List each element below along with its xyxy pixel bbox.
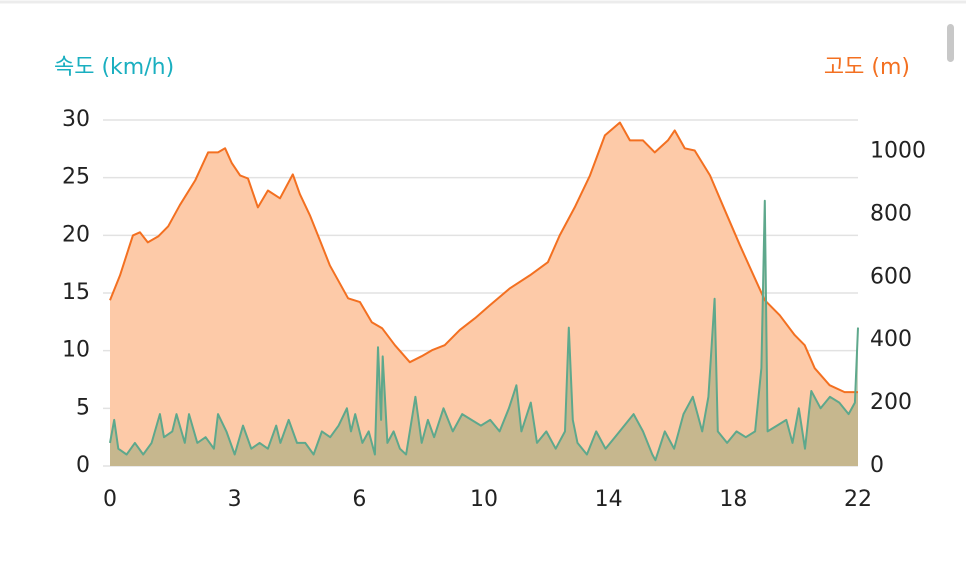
x-tick-label: 3 (228, 487, 242, 512)
y-tick-label: 10 (62, 338, 90, 363)
y-tick-label: 0 (76, 453, 90, 478)
y2-tick-label: 400 (870, 327, 912, 352)
y2-tick-label: 200 (870, 390, 912, 415)
y-tick-label: 15 (62, 280, 90, 305)
x-tick-label: 6 (352, 487, 366, 512)
x-tick-label: 14 (595, 487, 623, 512)
y-tick-label: 20 (62, 222, 90, 247)
y2-tick-label: 1000 (870, 138, 926, 163)
y-tick-label: 5 (76, 395, 90, 420)
series-line (109, 199, 859, 462)
y2-tick-label: 600 (870, 264, 912, 289)
x-tick-label: 10 (470, 487, 498, 512)
y2-axis-title: 고도 (m) (824, 55, 910, 80)
scrollbar (947, 24, 954, 62)
y-tick-label: 25 (62, 165, 90, 190)
series-line (109, 121, 858, 394)
y2-tick-label: 0 (870, 453, 884, 478)
x-tick-label: 22 (844, 487, 872, 512)
y2-tick-label: 800 (870, 201, 912, 226)
y-tick-label: 30 (62, 107, 90, 132)
area-fill (110, 200, 858, 466)
y-axis-title: 속도 (km/h) (54, 55, 174, 80)
x-tick-label: 0 (103, 487, 117, 512)
area-fill (110, 122, 858, 466)
x-tick-label: 18 (719, 487, 747, 512)
